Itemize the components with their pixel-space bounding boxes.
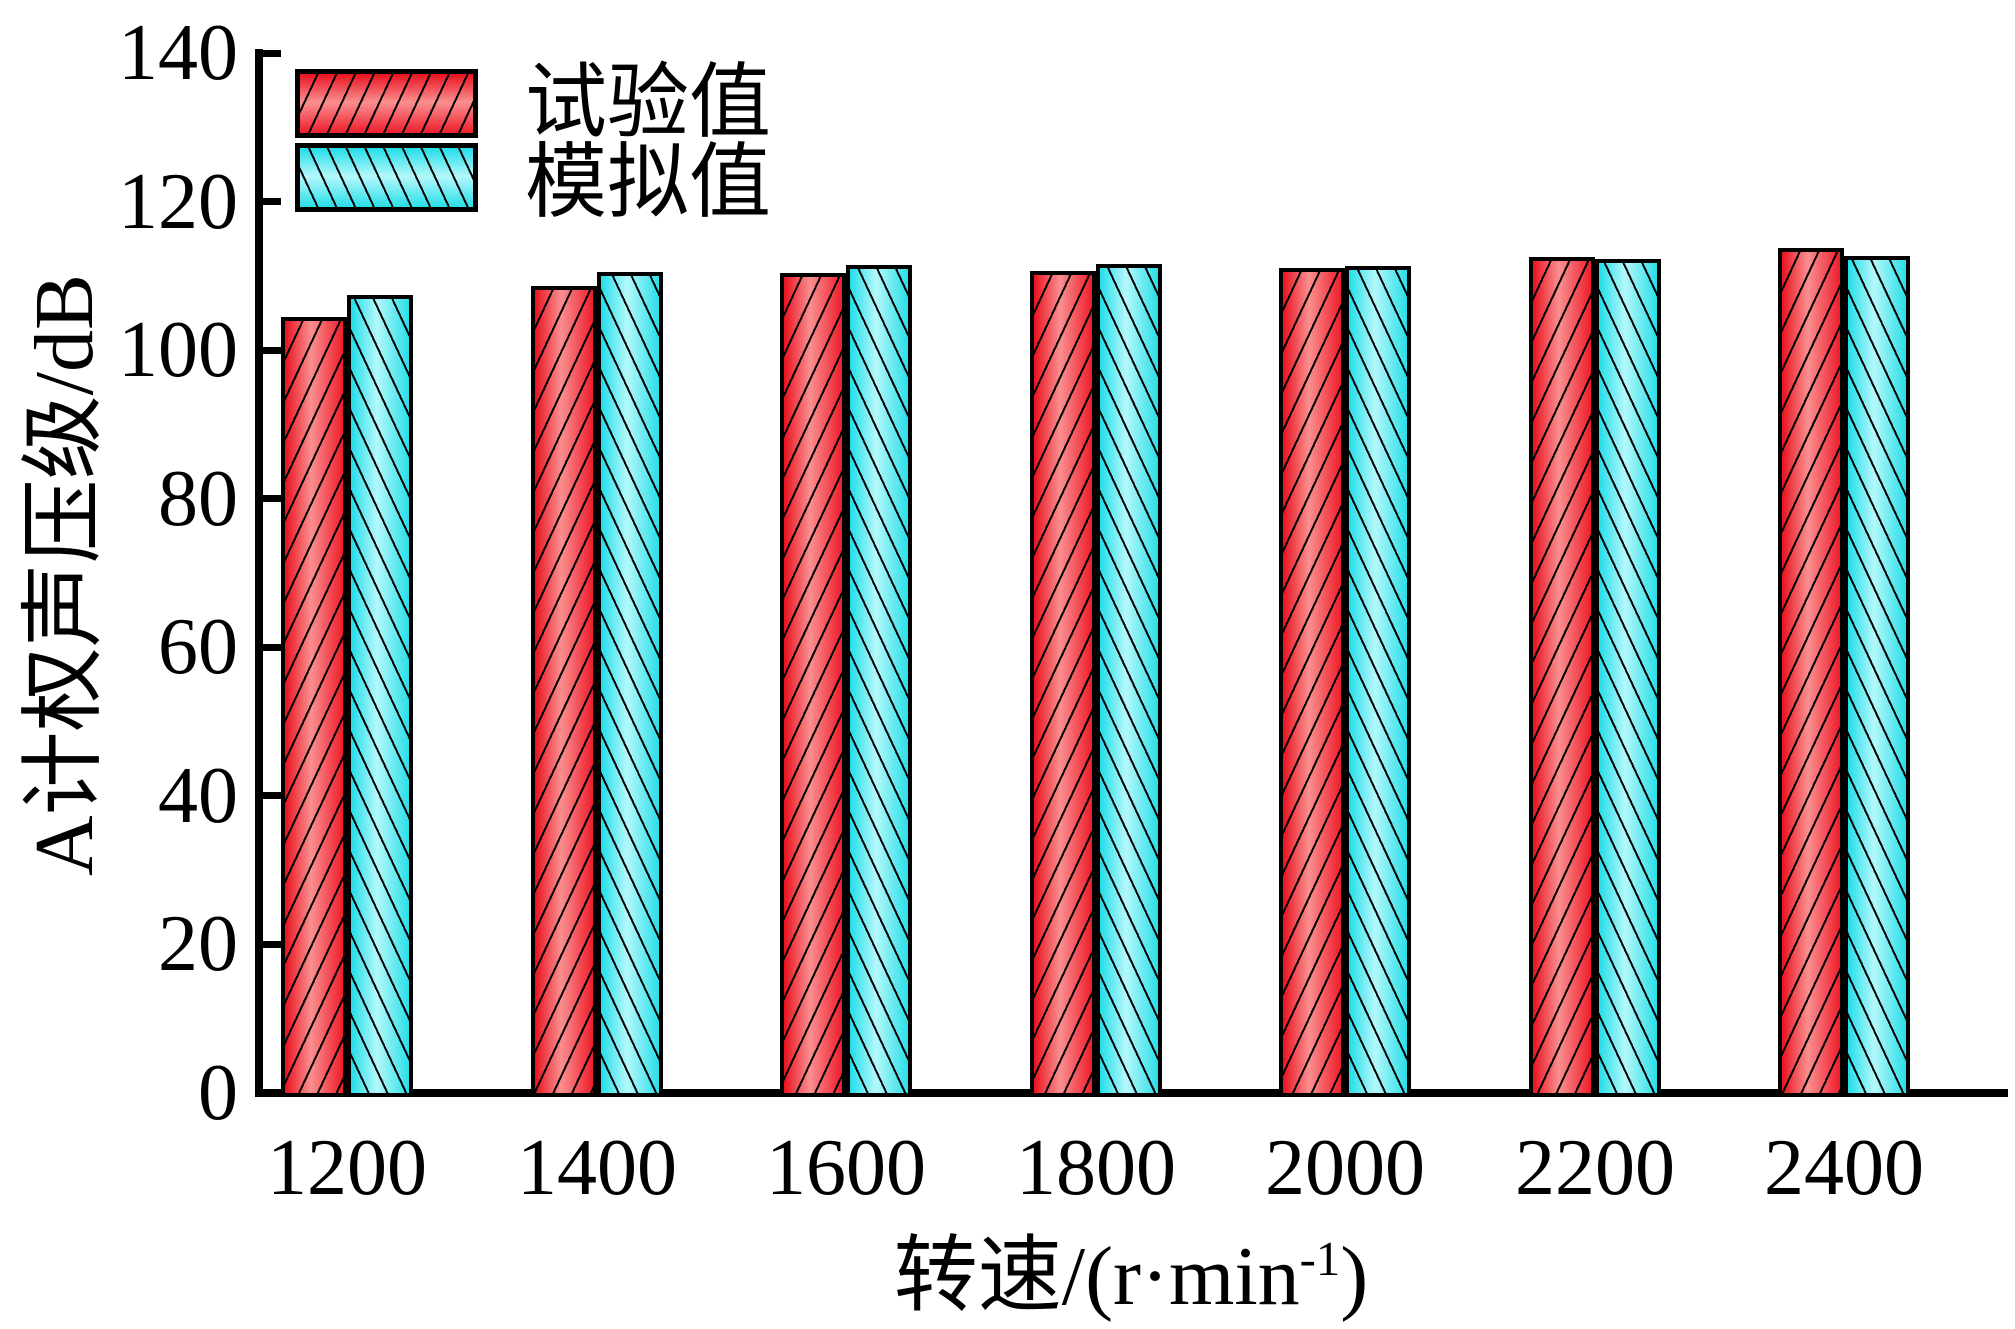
- x-tick-label: 1200: [267, 1124, 427, 1212]
- bar-experimental: [281, 317, 347, 1097]
- bar-simulated: [1844, 256, 1910, 1097]
- bar-experimental: [780, 273, 846, 1097]
- x-tick-label: 2400: [1764, 1124, 1924, 1212]
- legend-swatch-simulated: [295, 143, 478, 212]
- x-tick-label: 2000: [1265, 1124, 1425, 1212]
- x-axis-title-superscript: -1: [1299, 1232, 1341, 1286]
- y-tick: [263, 347, 281, 354]
- bar-experimental: [1529, 257, 1595, 1097]
- y-tick-label: 40: [158, 752, 238, 840]
- bar-simulated: [1096, 264, 1162, 1097]
- legend-swatch-experimental: [295, 69, 478, 138]
- x-axis-title: 转速/(r·min-1): [631, 1232, 1631, 1322]
- x-axis-title-pre: 转速/(r·min: [893, 1230, 1300, 1323]
- x-tick-label: 2200: [1515, 1124, 1675, 1212]
- y-tick: [263, 644, 281, 651]
- y-tick-label: 140: [118, 9, 238, 97]
- x-tick-label: 1800: [1016, 1124, 1176, 1212]
- y-tick: [263, 792, 281, 799]
- y-tick: [263, 1090, 281, 1097]
- bar-simulated: [846, 265, 912, 1097]
- bar-simulated: [347, 295, 413, 1097]
- bar-experimental: [531, 286, 597, 1097]
- y-tick: [263, 941, 281, 948]
- bar-simulated: [1595, 259, 1661, 1097]
- bar-simulated: [1345, 266, 1411, 1097]
- x-tick-label: 1600: [766, 1124, 926, 1212]
- y-tick: [263, 50, 281, 57]
- y-tick-label: 0: [198, 1049, 238, 1137]
- x-tick-label: 1400: [517, 1124, 677, 1212]
- bar-simulated: [597, 272, 663, 1097]
- y-tick-label: 20: [158, 900, 238, 988]
- bar-experimental: [1030, 271, 1096, 1097]
- y-tick-label: 80: [158, 455, 238, 543]
- legend-label-experimental: 试验值: [525, 57, 772, 148]
- y-tick-label: 120: [118, 158, 238, 246]
- bar-experimental: [1778, 248, 1844, 1097]
- y-tick-label: 60: [158, 603, 238, 691]
- y-tick: [263, 198, 281, 205]
- y-tick: [263, 495, 281, 502]
- y-tick-label: 100: [118, 306, 238, 394]
- y-axis-line: [255, 49, 263, 1097]
- legend-label-simulated: 模拟值: [525, 137, 772, 228]
- bar-experimental: [1279, 268, 1345, 1097]
- x-axis-title-post: ): [1340, 1230, 1369, 1323]
